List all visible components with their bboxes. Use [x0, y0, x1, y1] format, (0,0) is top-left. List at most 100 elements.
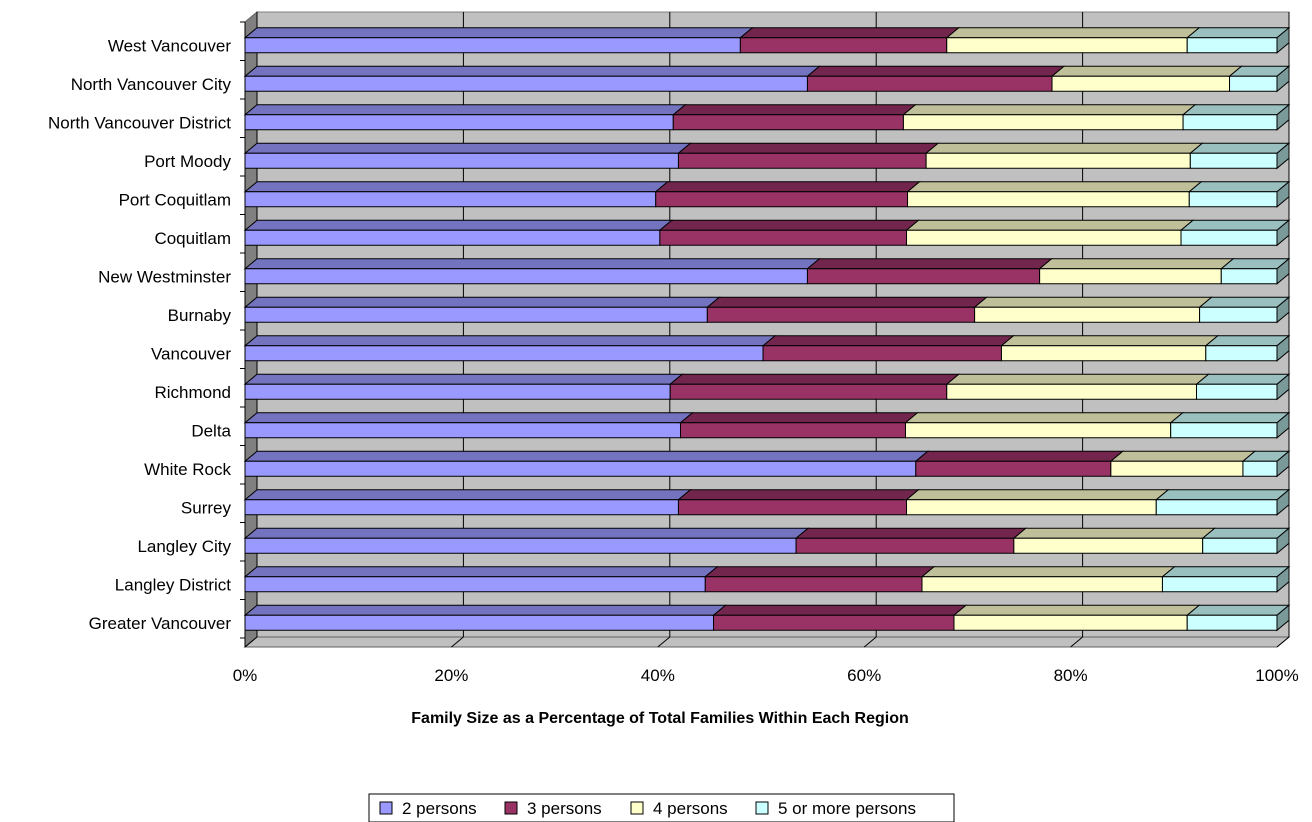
x-tick-label: 20% — [434, 666, 468, 685]
bar-end-face — [1276, 180, 1290, 208]
bar-front-face — [925, 152, 1191, 169]
bar-top-face — [668, 373, 961, 385]
legend-label: 4 persons — [653, 799, 728, 818]
bar-front-face — [244, 614, 715, 631]
bar-row — [243, 334, 1291, 362]
floor-gridline — [863, 636, 877, 648]
category-label: New Westminster — [98, 267, 231, 286]
bar-segment — [1000, 335, 1220, 362]
bar-top-face — [1181, 104, 1291, 116]
bar-front-face — [902, 114, 1184, 131]
bar-front-face — [974, 306, 1201, 323]
floor-gridline — [244, 636, 258, 648]
bar-front-face — [1199, 306, 1278, 323]
bar-row — [243, 488, 1291, 516]
bar-top-face — [243, 412, 694, 424]
bar-segment — [945, 373, 1210, 400]
category-label: Delta — [191, 421, 231, 440]
legend-swatch — [630, 801, 644, 815]
bar-top-face — [1012, 527, 1217, 539]
bar-top-face — [243, 181, 670, 193]
bar-segment — [243, 489, 692, 516]
floor-gridline — [451, 636, 464, 648]
bar-segment — [1181, 103, 1291, 131]
bar-top-face — [1185, 604, 1291, 616]
bar-top-face — [677, 142, 940, 154]
bar-front-face — [1205, 345, 1278, 362]
bar-segment — [1169, 411, 1291, 439]
x-tick-label: 100% — [1255, 666, 1298, 685]
bar-segment — [243, 296, 721, 323]
bar-end-face — [1276, 296, 1290, 324]
bar-top-face — [1161, 566, 1291, 578]
legend-swatch — [755, 801, 769, 815]
bar-row — [243, 604, 1291, 632]
bar-front-face — [739, 37, 948, 54]
bar-front-face — [1186, 37, 1278, 54]
x-tick-label: 0% — [233, 666, 258, 685]
bar-segment — [904, 412, 1185, 439]
bar-top-face — [1195, 373, 1291, 385]
bar-row — [243, 450, 1291, 478]
bar-top-face — [738, 27, 961, 39]
bar-end-face — [1276, 142, 1290, 170]
category-label: Burnaby — [168, 306, 232, 325]
bar-top-face — [794, 527, 1028, 539]
category-labels: West Vancouver North Vancouver City North … — [48, 36, 232, 633]
bar-segment — [705, 296, 989, 323]
bar-front-face — [677, 499, 908, 516]
bar-segment — [712, 604, 968, 631]
bar-segment — [1050, 65, 1243, 92]
bar-segment — [243, 335, 777, 362]
bar-top-face — [1109, 450, 1257, 462]
bar-segment — [1161, 565, 1291, 593]
legend-item: 3 persons — [504, 799, 602, 818]
bar-front-face — [1202, 537, 1278, 554]
bar-top-face — [806, 65, 1066, 77]
category-label: Surrey — [181, 498, 232, 517]
bar-top-face — [761, 335, 1015, 347]
bar-segment — [1201, 527, 1291, 555]
bar-front-face — [946, 37, 1188, 54]
bar-segment — [677, 489, 920, 516]
floor-gridline — [1276, 636, 1290, 648]
bar-top-face — [945, 373, 1210, 385]
bar-end-face — [1276, 450, 1290, 478]
bar-front-face — [1051, 75, 1231, 92]
bar-front-face — [669, 383, 948, 400]
bar-top-face — [243, 335, 777, 347]
bar-segment — [243, 566, 719, 593]
bar-top-face — [658, 219, 920, 231]
bar-top-face — [671, 104, 917, 116]
bar-front-face — [244, 383, 671, 400]
bar-front-face — [953, 614, 1188, 631]
bar-segment — [1219, 257, 1291, 285]
bar-top-face — [945, 27, 1201, 39]
bar-segment — [1228, 65, 1291, 93]
bar-front-face — [244, 229, 661, 246]
bar-front-face — [1220, 268, 1278, 285]
bar-front-face — [244, 460, 917, 477]
bar-top-face — [677, 489, 920, 501]
bar-top-face — [906, 181, 1203, 193]
bar-front-face — [1186, 614, 1278, 631]
bar-front-face — [244, 499, 679, 516]
category-label: Richmond — [154, 383, 231, 402]
bar-top-face — [1050, 65, 1243, 77]
bar-segment — [914, 450, 1125, 477]
bar-segment — [243, 181, 670, 208]
bar-front-face — [1196, 383, 1278, 400]
bar-front-face — [1180, 229, 1278, 246]
bar-segment — [243, 527, 810, 554]
bar-front-face — [1188, 191, 1278, 208]
bar-front-face — [1000, 345, 1207, 362]
bar-top-face — [952, 604, 1201, 616]
bar-top-face — [1198, 296, 1291, 308]
bar-row — [243, 142, 1291, 170]
bars — [243, 26, 1291, 632]
bar-front-face — [906, 499, 1157, 516]
category-label: Greater Vancouver — [89, 614, 232, 633]
x-axis-title: Family Size as a Percentage of Total Fam… — [411, 710, 908, 727]
bar-front-face — [659, 229, 908, 246]
